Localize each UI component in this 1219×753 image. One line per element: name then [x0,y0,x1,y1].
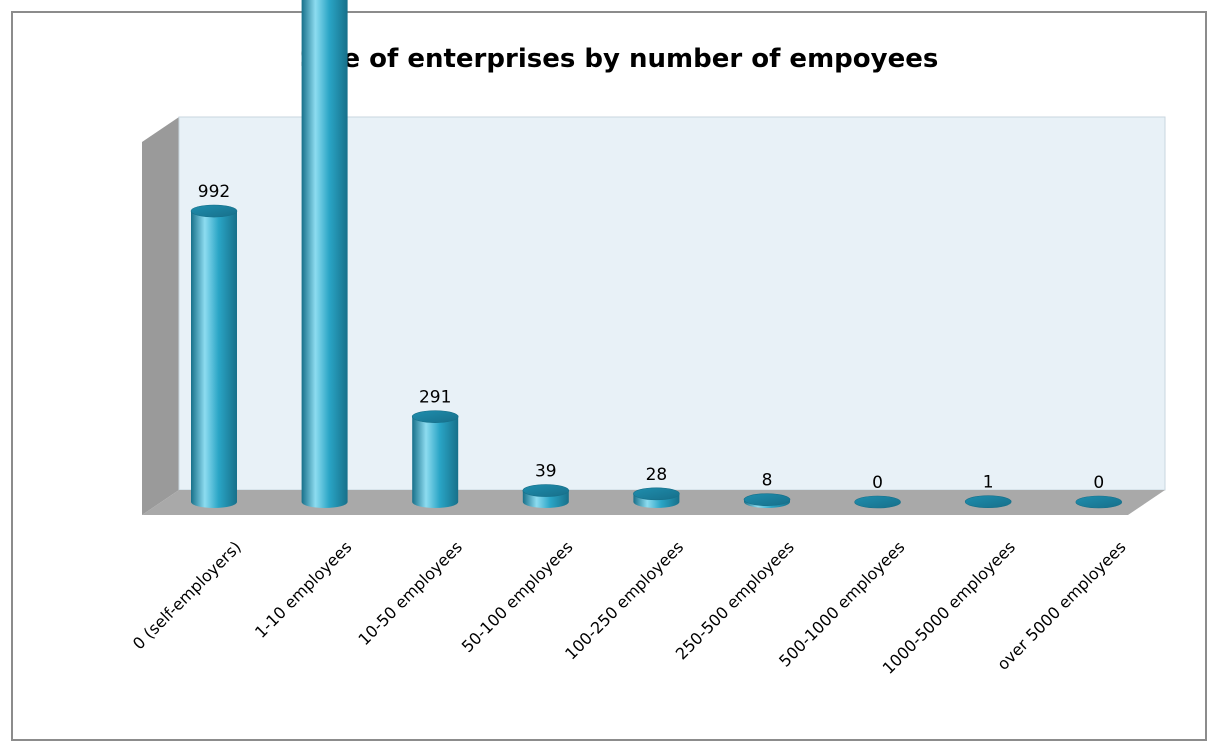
x-tick-label: 100-250 employees [561,537,687,663]
bar [411,410,459,509]
data-label: 28 [646,465,668,485]
bar-top [633,487,680,501]
x-tick-label: 0 (self-employers) [129,537,245,653]
bars-layer [190,0,1123,509]
chart-title: Size of enterprises by number of empoyee… [300,44,939,74]
x-tick-label: 1-10 employees [251,537,355,641]
bar-body [191,211,237,508]
bar-top [1075,495,1123,509]
bar [1075,495,1123,509]
data-labels-layer: 992215529139288010 [198,182,1104,493]
bar-body [412,416,459,509]
chart-side-wall [142,117,179,515]
bar [522,484,570,509]
bar-top [964,495,1012,509]
data-label: 1 [983,473,994,493]
x-tick-label: 500-1000 employees [775,537,908,670]
bar [190,204,238,508]
x-tick-label: over 5000 employees [993,537,1129,673]
data-label: 992 [198,182,230,202]
bar-body [301,0,348,508]
x-tick-label: 50-100 employees [458,537,577,656]
data-label: 0 [872,473,883,493]
bar-top [190,204,238,218]
bar-top [411,410,459,423]
bar [633,487,680,509]
bar-top [522,484,570,497]
bar [964,495,1012,509]
bar-top [743,493,791,506]
data-label: 8 [762,471,773,491]
x-tick-label: 10-50 employees [354,537,466,649]
x-tick-label: 250-500 employees [672,537,798,663]
bar [743,493,791,508]
bar [301,0,348,508]
bar [854,495,901,509]
bar-top [854,495,901,509]
data-label: 291 [419,388,451,408]
data-label: 0 [1093,473,1104,493]
data-label: 39 [535,462,557,482]
